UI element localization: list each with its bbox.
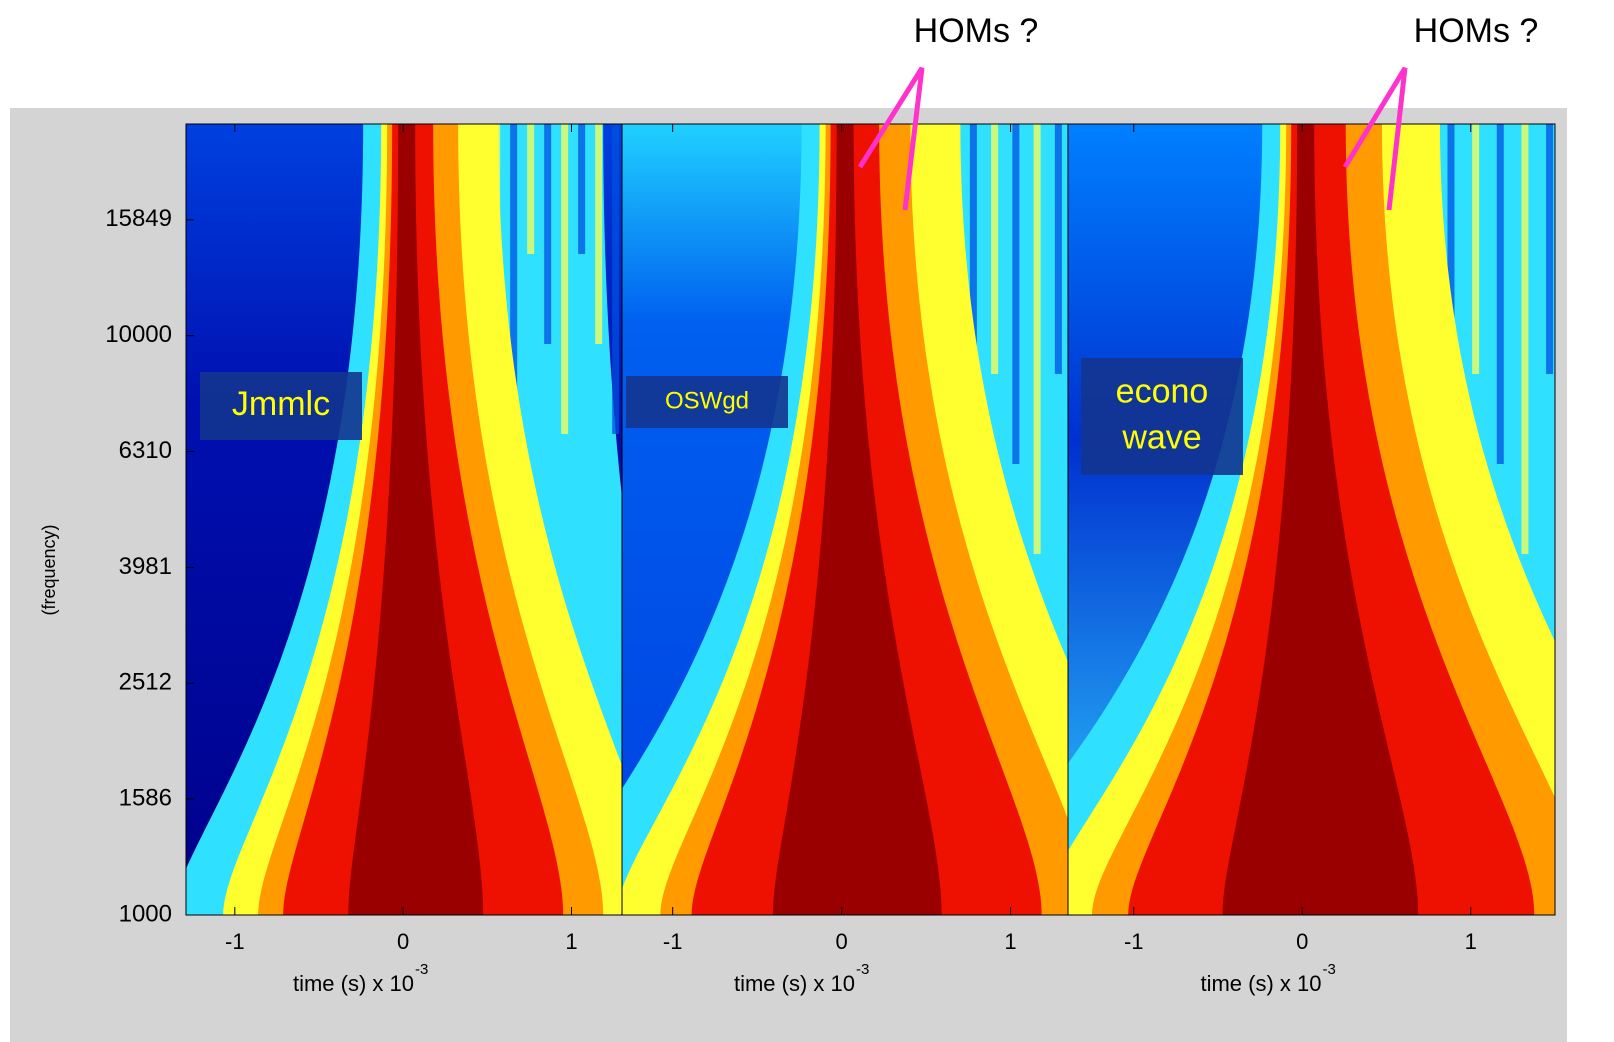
x-axis-label: time (s) x 10 [734, 971, 855, 996]
x-tick-label: 0 [397, 929, 409, 954]
panel-frame [1067, 123, 1556, 916]
panel-label: wave [1121, 418, 1201, 456]
y-tick-label: 15849 [105, 205, 172, 232]
x-axis-label-exponent: -3 [1323, 961, 1336, 978]
annotation: HOMs ? [914, 12, 1039, 50]
panels: -1 0 1 1000 1586 2512 3981 6310 10000 15849 time (… [105, 123, 1602, 996]
panel-label: econo [1116, 373, 1209, 411]
x-tick-label: -1 [1124, 929, 1144, 954]
x-axis-label: time (s) x 10 [293, 971, 414, 996]
x-tick-label: -1 [663, 929, 683, 954]
heatmap-streak [612, 124, 620, 434]
x-tick-label: 0 [835, 929, 847, 954]
heatmap-streak [1521, 124, 1529, 554]
heatmap-streak [595, 124, 603, 344]
y-tick-label: 2512 [119, 669, 172, 696]
heatmap-streak [544, 124, 552, 344]
panel-label-box [1081, 358, 1243, 475]
y-axis-label: (frequency) [39, 524, 59, 615]
x-tick-label: 0 [1296, 929, 1308, 954]
heatmap-streak [1496, 124, 1504, 464]
y-tick-label: 1000 [119, 900, 172, 927]
arrow [1342, 66, 1408, 211]
x-tick-label: 1 [1004, 929, 1016, 954]
panel-label: OSWgd [665, 387, 749, 414]
y-tick-label: 3981 [119, 553, 172, 580]
panel-label: Jmmlc [232, 385, 330, 423]
heatmap [1068, 124, 1602, 915]
heatmap [186, 124, 622, 915]
heatmap-streak [561, 124, 569, 434]
x-axis-label-exponent: -3 [415, 961, 428, 978]
y-tick-label: 10000 [105, 321, 172, 348]
heatmap-streak [1054, 124, 1062, 374]
heatmap-streak [1012, 124, 1020, 464]
heatmap-streak [1546, 124, 1554, 374]
x-tick-label: 1 [565, 929, 577, 954]
heatmap-streak [1472, 124, 1480, 374]
heatmap-streak [1571, 124, 1578, 464]
heatmap-streak [1595, 124, 1602, 554]
arrow [857, 66, 925, 211]
annotation: HOMs ? [1414, 12, 1539, 50]
y-tick-label: 1586 [119, 784, 172, 811]
heatmap-region [772, 124, 942, 915]
panel-label-box [626, 376, 788, 428]
x-tick-label: 1 [1465, 929, 1477, 954]
heatmap-streak [991, 124, 999, 374]
x-axis-label: time (s) x 10 [1200, 971, 1321, 996]
y-tick-label: 6310 [119, 437, 172, 464]
x-tick-label: -1 [225, 929, 245, 954]
heatmap-streak [510, 124, 518, 434]
heatmap-streak [578, 124, 586, 254]
heatmap-streak [1033, 124, 1041, 554]
heatmap-region [348, 124, 484, 915]
heatmap [622, 124, 1068, 915]
annotation-arrows [857, 66, 1408, 211]
x-axis-label-exponent: -3 [856, 961, 869, 978]
heatmap-streak [527, 124, 535, 254]
heatmap-region [1222, 124, 1419, 915]
panel-label-box [200, 372, 362, 440]
